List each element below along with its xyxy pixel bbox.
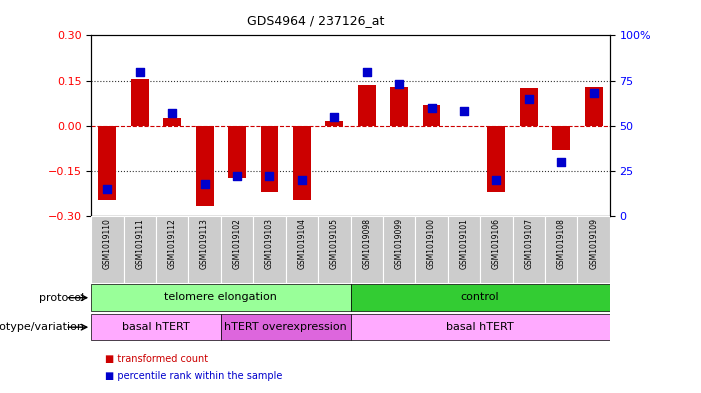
Bar [196, 126, 214, 206]
Bar [578, 216, 610, 283]
Bar [163, 118, 181, 126]
Bar [253, 216, 286, 283]
Text: protocol: protocol [39, 293, 84, 303]
Text: GSM1019111: GSM1019111 [135, 218, 144, 269]
Text: GSM1019104: GSM1019104 [297, 218, 306, 269]
Bar [123, 216, 156, 283]
Bar [189, 216, 221, 283]
Bar [552, 126, 570, 150]
Bar [286, 216, 318, 283]
Bar [350, 285, 610, 311]
Text: basal hTERT: basal hTERT [447, 321, 514, 332]
Text: GSM1019108: GSM1019108 [557, 218, 566, 269]
Bar [293, 126, 311, 200]
Bar [487, 126, 505, 192]
Text: GSM1019102: GSM1019102 [233, 218, 242, 269]
Bar [350, 216, 383, 283]
Point [426, 105, 437, 111]
Point [231, 173, 243, 180]
Text: GSM1019112: GSM1019112 [168, 218, 177, 269]
Bar [423, 105, 440, 126]
Bar [585, 86, 603, 126]
Bar [512, 216, 545, 283]
Bar [390, 86, 408, 126]
Bar [358, 85, 376, 126]
Text: hTERT overexpression: hTERT overexpression [224, 321, 347, 332]
Point [199, 180, 210, 187]
Text: ■ percentile rank within the sample: ■ percentile rank within the sample [105, 371, 283, 381]
Bar [545, 216, 578, 283]
Text: GSM1019100: GSM1019100 [427, 218, 436, 269]
Bar [98, 126, 116, 200]
Text: ■ transformed count: ■ transformed count [105, 354, 208, 364]
Bar [325, 121, 343, 126]
Point [297, 177, 308, 183]
Text: GSM1019098: GSM1019098 [362, 218, 372, 269]
Text: GSM1019103: GSM1019103 [265, 218, 274, 269]
Point [102, 186, 113, 192]
Point [491, 177, 502, 183]
Point [556, 159, 567, 165]
Text: control: control [461, 292, 500, 302]
Text: GDS4964 / 237126_at: GDS4964 / 237126_at [247, 15, 384, 28]
Bar [91, 285, 350, 311]
Bar [221, 314, 350, 340]
Bar [228, 126, 246, 178]
Bar [131, 79, 149, 126]
Point [523, 95, 534, 102]
Point [329, 114, 340, 120]
Text: basal hTERT: basal hTERT [122, 321, 190, 332]
Text: telomere elongation: telomere elongation [164, 292, 278, 302]
Text: GSM1019099: GSM1019099 [395, 218, 404, 269]
Text: GSM1019107: GSM1019107 [524, 218, 533, 269]
Text: GSM1019110: GSM1019110 [103, 218, 112, 269]
Text: GSM1019109: GSM1019109 [589, 218, 598, 269]
Bar [261, 126, 278, 192]
Bar [480, 216, 512, 283]
Text: GSM1019101: GSM1019101 [459, 218, 468, 269]
Point [458, 108, 470, 114]
Text: GSM1019106: GSM1019106 [492, 218, 501, 269]
Point [167, 110, 178, 116]
Text: GSM1019105: GSM1019105 [329, 218, 339, 269]
Bar [91, 216, 123, 283]
Point [393, 81, 404, 87]
Bar [221, 216, 253, 283]
Text: genotype/variation: genotype/variation [0, 322, 84, 332]
Bar [448, 216, 480, 283]
Bar [415, 216, 448, 283]
Text: GSM1019113: GSM1019113 [200, 218, 209, 269]
Bar [383, 216, 415, 283]
Point [134, 68, 145, 75]
Point [588, 90, 599, 96]
Point [264, 173, 275, 180]
Bar [91, 314, 221, 340]
Bar [156, 216, 189, 283]
Point [361, 68, 372, 75]
Bar [318, 216, 350, 283]
Bar [350, 314, 610, 340]
Bar [520, 88, 538, 126]
